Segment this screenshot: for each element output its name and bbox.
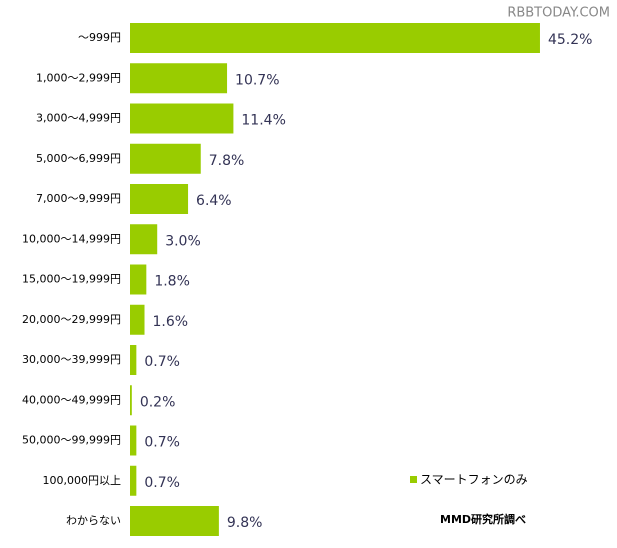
source: MMD研究所調べ [440,512,526,526]
value-label: 0.7% [144,354,180,370]
value-label: 1.6% [153,314,189,330]
bar [130,385,132,416]
category-label: 3,000～4,999円 [36,112,121,125]
legend-swatch [410,476,417,483]
bar [130,143,201,174]
category-label: 40,000～49,999円 [22,393,121,406]
value-label: 3.0% [165,233,201,249]
value-label: 7.8% [209,153,245,169]
category-label: 30,000～39,999円 [22,353,121,366]
category-label: 100,000円以上 [43,474,122,487]
value-label: 1.8% [154,274,190,290]
value-label: 9.8% [227,515,263,531]
bar [130,345,137,375]
value-label: 6.4% [196,193,232,209]
category-label: わからない [66,514,121,527]
bar [130,23,540,53]
watermark: RBBTODAY.COM [507,6,610,21]
bar [130,184,189,214]
bar [130,103,234,134]
category-label: ～999円 [78,31,121,44]
category-label: 5,000～6,999円 [36,152,121,165]
category-label: 20,000～29,999円 [22,313,121,326]
value-label: 45.2% [548,32,592,48]
legend-label: スマートフォンのみ [420,473,528,487]
bar [130,304,145,335]
bar [130,506,219,536]
bar [130,63,228,94]
bar [130,264,147,295]
value-label: 0.2% [140,394,176,410]
value-label: 11.4% [241,113,285,129]
category-label: 10,000～14,999円 [22,232,121,245]
value-label: 0.7% [144,435,180,451]
category-label: 50,000～99,999円 [22,434,121,447]
bar [130,224,158,255]
bar [130,465,137,496]
category-label: 1,000～2,999円 [36,71,121,84]
category-label: 15,000～19,999円 [22,273,121,286]
category-label: 7,000～9,999円 [36,192,121,205]
value-label: 0.7% [144,475,180,491]
bar [130,425,137,456]
value-label: 10.7% [235,72,279,88]
